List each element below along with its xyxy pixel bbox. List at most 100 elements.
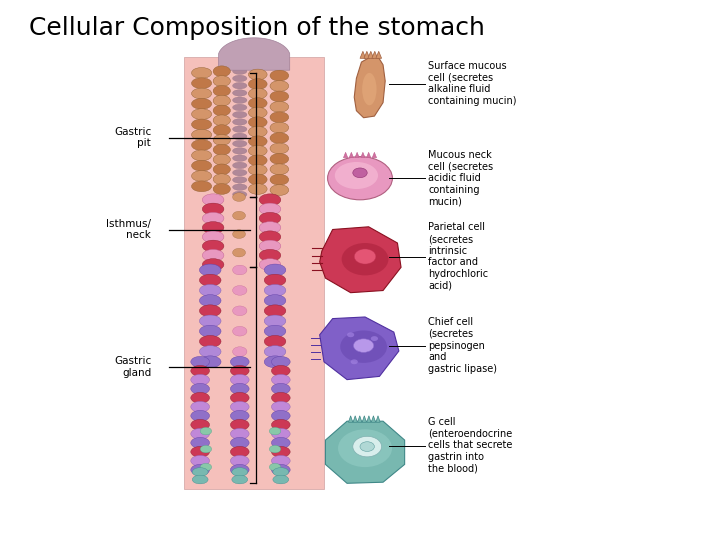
Ellipse shape bbox=[192, 68, 212, 78]
Ellipse shape bbox=[259, 203, 281, 215]
Ellipse shape bbox=[213, 76, 230, 86]
Ellipse shape bbox=[248, 165, 267, 176]
Ellipse shape bbox=[264, 325, 286, 337]
Ellipse shape bbox=[213, 134, 230, 145]
Ellipse shape bbox=[259, 259, 281, 271]
Ellipse shape bbox=[192, 171, 212, 181]
Ellipse shape bbox=[230, 447, 249, 457]
Ellipse shape bbox=[335, 162, 378, 189]
Ellipse shape bbox=[233, 162, 247, 168]
Ellipse shape bbox=[273, 475, 289, 484]
Ellipse shape bbox=[230, 455, 249, 466]
Ellipse shape bbox=[342, 243, 389, 275]
Ellipse shape bbox=[233, 306, 247, 316]
Ellipse shape bbox=[192, 160, 212, 171]
Ellipse shape bbox=[338, 429, 392, 467]
Ellipse shape bbox=[248, 145, 267, 156]
Ellipse shape bbox=[341, 330, 387, 363]
Ellipse shape bbox=[347, 332, 354, 337]
Ellipse shape bbox=[233, 286, 247, 295]
Ellipse shape bbox=[199, 346, 221, 357]
Ellipse shape bbox=[271, 383, 290, 394]
Ellipse shape bbox=[270, 164, 289, 174]
Ellipse shape bbox=[213, 95, 230, 106]
Polygon shape bbox=[349, 152, 354, 158]
Ellipse shape bbox=[233, 75, 247, 82]
Text: Gastric
pit: Gastric pit bbox=[114, 127, 151, 148]
Ellipse shape bbox=[192, 468, 208, 476]
Ellipse shape bbox=[270, 80, 289, 91]
Ellipse shape bbox=[271, 464, 290, 475]
Ellipse shape bbox=[191, 393, 210, 403]
Ellipse shape bbox=[230, 366, 249, 376]
Ellipse shape bbox=[233, 191, 247, 198]
Ellipse shape bbox=[271, 455, 290, 466]
Ellipse shape bbox=[192, 78, 212, 89]
Polygon shape bbox=[320, 317, 399, 380]
Ellipse shape bbox=[192, 181, 212, 192]
Ellipse shape bbox=[199, 356, 221, 368]
Ellipse shape bbox=[270, 122, 289, 133]
Ellipse shape bbox=[233, 193, 246, 201]
Polygon shape bbox=[372, 416, 376, 422]
Ellipse shape bbox=[191, 447, 210, 457]
Ellipse shape bbox=[270, 70, 289, 81]
Ellipse shape bbox=[259, 249, 281, 261]
Ellipse shape bbox=[270, 133, 289, 144]
Ellipse shape bbox=[264, 285, 286, 296]
Ellipse shape bbox=[271, 356, 290, 367]
Ellipse shape bbox=[269, 427, 281, 435]
Ellipse shape bbox=[270, 174, 289, 185]
Ellipse shape bbox=[233, 140, 247, 147]
Ellipse shape bbox=[230, 401, 249, 412]
Ellipse shape bbox=[248, 69, 267, 80]
Ellipse shape bbox=[192, 119, 212, 130]
Ellipse shape bbox=[271, 437, 290, 448]
Ellipse shape bbox=[230, 356, 249, 367]
Polygon shape bbox=[376, 51, 382, 58]
Ellipse shape bbox=[264, 335, 286, 347]
Ellipse shape bbox=[233, 119, 247, 125]
Ellipse shape bbox=[233, 326, 247, 336]
Ellipse shape bbox=[230, 428, 249, 439]
Ellipse shape bbox=[213, 105, 230, 116]
Ellipse shape bbox=[191, 437, 210, 448]
Ellipse shape bbox=[259, 194, 281, 206]
Text: Mucous neck
cell (secretes
acidic fluid
containing
mucin): Mucous neck cell (secretes acidic fluid … bbox=[428, 150, 493, 206]
Text: Surface mucous
cell (secretes
alkaline fluid
containing mucin): Surface mucous cell (secretes alkaline f… bbox=[428, 62, 517, 106]
Ellipse shape bbox=[360, 442, 374, 451]
Ellipse shape bbox=[199, 285, 221, 296]
Ellipse shape bbox=[191, 401, 210, 412]
Polygon shape bbox=[325, 421, 405, 483]
Ellipse shape bbox=[233, 97, 247, 104]
Ellipse shape bbox=[213, 115, 230, 126]
Ellipse shape bbox=[354, 339, 374, 352]
Ellipse shape bbox=[354, 249, 376, 264]
Ellipse shape bbox=[362, 73, 377, 105]
Ellipse shape bbox=[233, 211, 246, 220]
Ellipse shape bbox=[233, 147, 247, 154]
Ellipse shape bbox=[199, 305, 221, 317]
Polygon shape bbox=[320, 227, 401, 293]
Ellipse shape bbox=[232, 468, 248, 476]
Ellipse shape bbox=[248, 136, 267, 147]
Polygon shape bbox=[364, 51, 370, 58]
Ellipse shape bbox=[200, 446, 212, 453]
Ellipse shape bbox=[233, 265, 247, 275]
Ellipse shape bbox=[233, 104, 247, 111]
Ellipse shape bbox=[371, 336, 378, 341]
Ellipse shape bbox=[271, 401, 290, 412]
Ellipse shape bbox=[192, 98, 212, 109]
Ellipse shape bbox=[248, 107, 267, 118]
Ellipse shape bbox=[259, 221, 281, 233]
Ellipse shape bbox=[264, 315, 286, 327]
Text: Cellular Composition of the stomach: Cellular Composition of the stomach bbox=[29, 16, 485, 40]
Ellipse shape bbox=[192, 475, 208, 484]
Ellipse shape bbox=[259, 240, 281, 252]
Ellipse shape bbox=[191, 383, 210, 394]
Ellipse shape bbox=[192, 140, 212, 151]
Ellipse shape bbox=[233, 347, 247, 356]
Ellipse shape bbox=[271, 447, 290, 457]
Ellipse shape bbox=[233, 133, 247, 140]
Polygon shape bbox=[361, 152, 365, 158]
